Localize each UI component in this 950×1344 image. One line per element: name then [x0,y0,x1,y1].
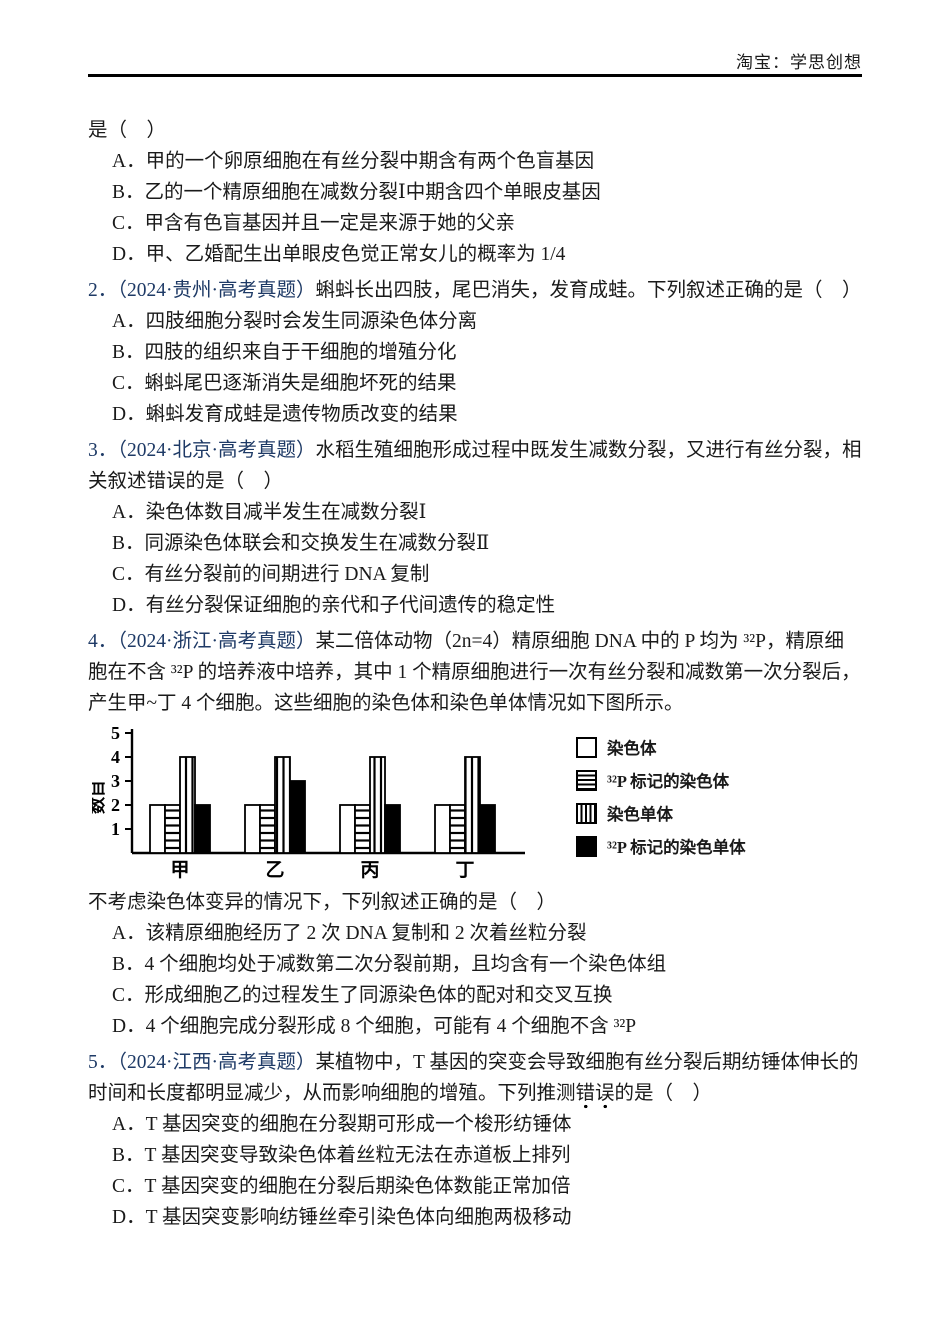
question-stem: 2．（2024·贵州·高考真题）蝌蚪长出四肢，尾巴消失，发育成蛙。下列叙述正确的… [88,275,862,306]
option-c: C．有丝分裂前的间期进行 DNA 复制 [112,564,430,585]
question-stem: 3．（2024·北京·高考真题）水稻生殖细胞形成过程中既发生减数分裂，又进行有丝… [88,435,862,497]
svg-text:3: 3 [111,771,120,791]
legend-label: ³²P 标记的染色单体 [607,838,746,857]
question-stem-after-figure: 不考虑染色体变异的情况下，下列叙述正确的是（ ） [88,892,557,913]
legend-item: ³²P 标记的染色单体 [576,834,746,858]
question-3: 3．（2024·北京·高考真题）水稻生殖细胞形成过程中既发生减数分裂，又进行有丝… [88,435,862,621]
legend-item: 染色单体 [576,801,746,825]
question-stem-text: 蝌蚪长出四肢，尾巴消失，发育成蛙。下列叙述正确的是（ ） [315,280,862,301]
question-source: （2024·江西·高考真题） [117,1052,316,1073]
legend-swatch-labeled-chromosome-icon [576,769,597,791]
option-b: B．T 基因突变导致染色体着丝粒无法在赤道板上排列 [112,1145,571,1166]
option-d: D．T 基因突变影响纺锤丝牵引染色体向细胞两极移动 [112,1207,572,1228]
question-stem-text: 水稻生殖细胞形成过程中既发生减数分裂，又进行有丝分裂，相关叙述错误的是（ ） [88,440,862,492]
question-number: 5． [88,1052,118,1073]
legend-swatch-chromatid-icon [576,802,597,824]
page-header: 淘宝：学思创想 [88,0,862,77]
page-content: 是（ ） A．甲的一个卵原细胞在有丝分裂中期含有两个色盲基因 B．乙的一个精原细… [0,77,950,1233]
legend-swatch-chromosome-icon [576,736,597,758]
option-d: D．4 个细胞完成分裂形成 8 个细胞，可能有 4 个细胞不含 ³²P [112,1016,637,1037]
option-a: A．甲的一个卵原细胞在有丝分裂中期含有两个色盲基因 [112,151,595,172]
option-c: C．甲含有色盲基因并且一定是来源于她的父亲 [112,213,516,234]
question-stem-text: 某植物中，T 基因的突变会导致细胞有丝分裂后期纺锤体伸长的时间和长度都明显减少，… [88,1052,859,1104]
option-d: D．甲、乙婚配生出单眼皮色觉正常女儿的概率为 1/4 [112,244,566,265]
legend-label: 染色体 [607,739,657,758]
option-d: D．蝌蚪发育成蛙是遗传物质改变的结果 [112,404,458,425]
option-c: C．形成细胞乙的过程发生了同源染色体的配对和交叉互换 [112,985,613,1006]
option-a: A．四肢细胞分裂时会发生同源染色体分离 [112,311,478,332]
chart-legend: 染色体 ³²P 标记的染色体 染色单体 ³²P 标记的染色单体 [576,735,746,867]
svg-text:丁: 丁 [455,860,474,881]
option-b: B．4 个细胞均处于减数第二次分裂前期，且均含有一个染色体组 [112,954,667,975]
svg-text:丙: 丙 [360,860,379,881]
question-stem-text: 某二倍体动物（2n=4）精原细胞 DNA 中的 P 均为 ³²P，精原细胞在不含… [88,631,861,714]
option-a: A．该精原细胞经历了 2 次 DNA 复制和 2 次着丝粒分裂 [112,923,587,944]
legend-label: 染色单体 [607,805,673,824]
option-c: C．T 基因突变的细胞在分裂后期染色体数能正常加倍 [112,1176,571,1197]
question-number: 3． [88,440,118,461]
question-source: （2024·浙江·高考真题） [117,631,316,652]
question-stem-text-tail: 的是（ ） [614,1083,713,1104]
svg-text:数目: 数目 [92,780,107,814]
option-c: C．蝌蚪尾巴逐渐消失是细胞坏死的结果 [112,373,457,394]
option-b: B．乙的一个精原细胞在减数分裂Ⅰ中期含四个单眼皮基因 [112,182,601,203]
svg-text:2: 2 [111,795,120,815]
question-1-continuation: 是（ ） A．甲的一个卵原细胞在有丝分裂中期含有两个色盲基因 B．乙的一个精原细… [88,115,862,270]
question-5: 5．（2024·江西·高考真题）某植物中，T 基因的突变会导致细胞有丝分裂后期纺… [88,1047,862,1233]
svg-text:4: 4 [111,747,120,767]
question-stem-tail: 是（ ） [88,120,167,141]
legend-swatch-labeled-chromatid-icon [576,835,597,857]
chromosome-figure: 1 2 3 4 5 数目甲 乙 丙 丁 染色体 ³²P 标记的染色体 染色单体 [88,725,862,883]
option-d: D．有丝分裂保证细胞的亲代和子代间遗传的稳定性 [112,595,556,616]
question-number: 4． [88,631,118,652]
svg-text:5: 5 [111,725,120,743]
option-a: A．染色体数目减半发生在减数分裂Ⅰ [112,502,427,523]
question-2: 2．（2024·贵州·高考真题）蝌蚪长出四肢，尾巴消失，发育成蛙。下列叙述正确的… [88,275,862,430]
option-b: B．四肢的组织来自于干细胞的增殖分化 [112,342,457,363]
question-4: 4．（2024·浙江·高考真题）某二倍体动物（2n=4）精原细胞 DNA 中的 … [88,626,862,1042]
svg-text:甲: 甲 [170,860,189,881]
option-b: B．同源染色体联会和交换发生在减数分裂Ⅱ [112,533,490,554]
question-source: （2024·贵州·高考真题） [117,280,316,301]
legend-item: 染色体 [576,735,746,759]
question-number: 2． [88,280,118,301]
legend-item: ³²P 标记的染色体 [576,768,746,792]
svg-text:乙: 乙 [265,860,284,881]
question-stem: 4．（2024·浙江·高考真题）某二倍体动物（2n=4）精原细胞 DNA 中的 … [88,626,862,719]
option-a: A．T 基因突变的细胞在分裂期可形成一个梭形纺锤体 [112,1114,572,1135]
chromosome-bar-chart: 1 2 3 4 5 数目甲 乙 丙 丁 [92,725,525,881]
legend-label: ³²P 标记的染色体 [607,772,730,791]
question-stem: 5．（2024·江西·高考真题）某植物中，T 基因的突变会导致细胞有丝分裂后期纺… [88,1047,862,1109]
svg-text:1: 1 [111,819,120,839]
question-stem-emphasized: 错误 [575,1083,615,1109]
question-source: （2024·北京·高考真题） [117,440,316,461]
header-brand: 淘宝：学思创想 [736,53,862,72]
